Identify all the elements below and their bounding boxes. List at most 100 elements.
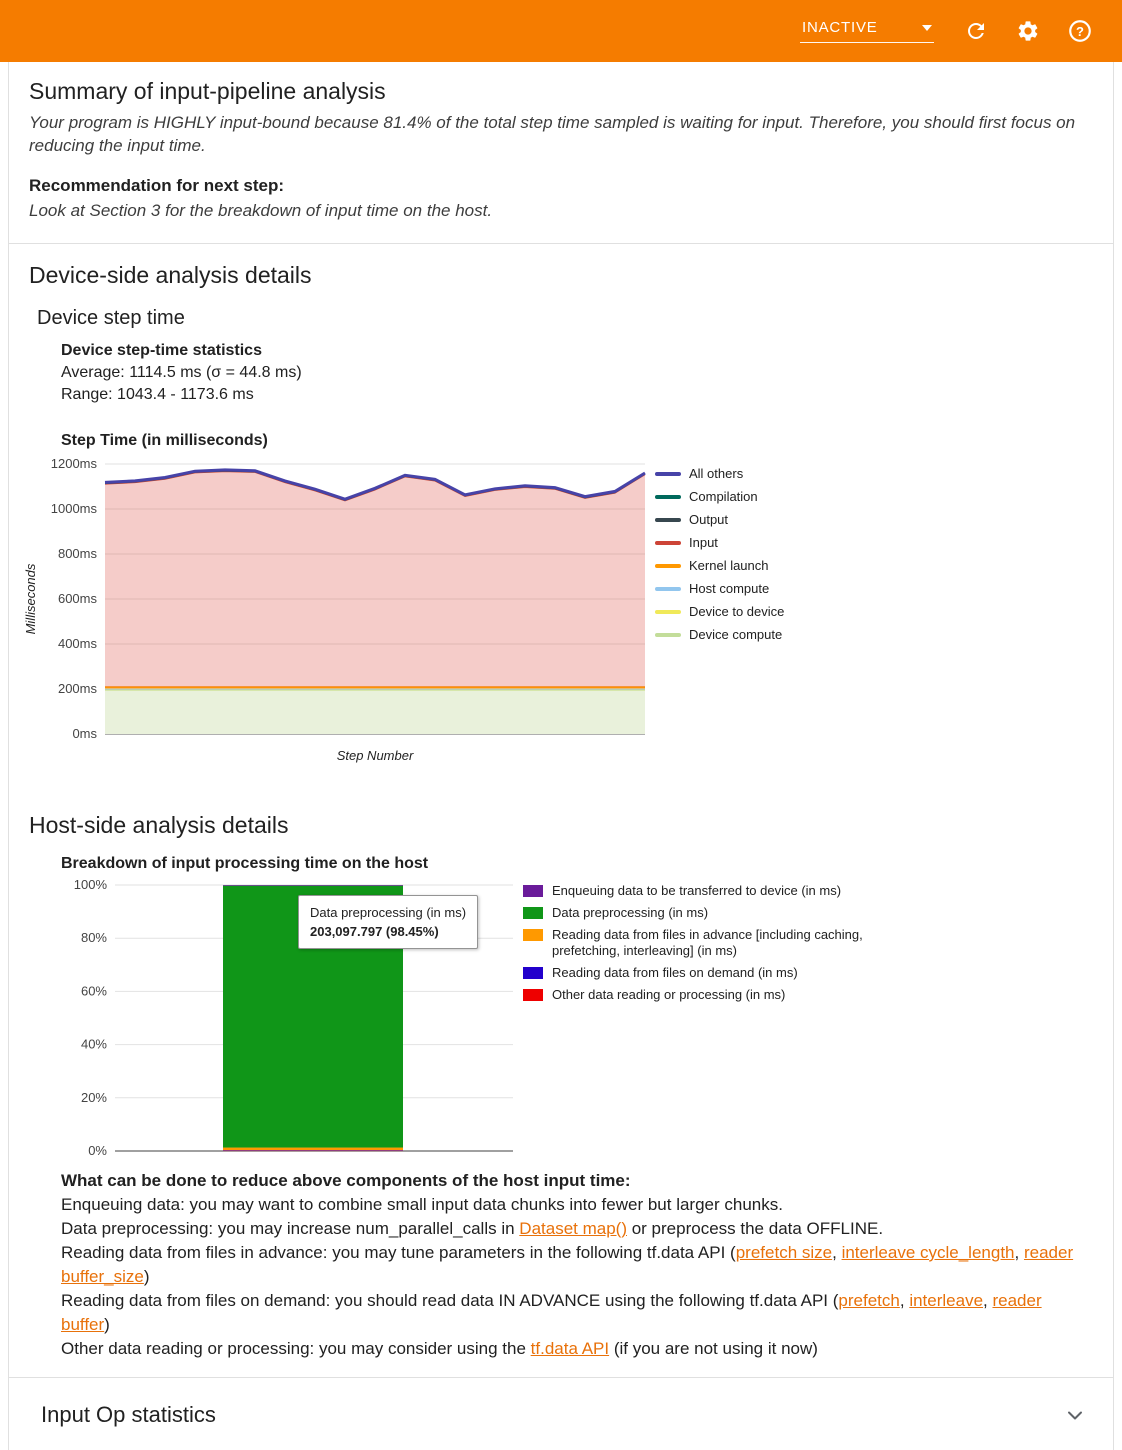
legend-item: All others — [655, 466, 845, 482]
content-card: Summary of input-pipeline analysis Your … — [8, 62, 1114, 1450]
device-chart-legend: All others Compilation Output Input Kernel l… — [655, 452, 845, 650]
stats-range: Range: 1043.4 - 1173.6 ms — [61, 386, 254, 403]
advice-lines: Enqueuing data: you may want to combine … — [61, 1193, 1091, 1361]
legend-label: Device compute — [689, 627, 783, 642]
legend-swatch — [523, 967, 543, 979]
legend-label: Data preprocessing (in ms) — [552, 905, 709, 920]
summary-conclusion: Your program is HIGHLY input-bound becau… — [29, 113, 1076, 155]
svg-text:Milliseconds: Milliseconds — [23, 563, 38, 634]
refresh-icon — [968, 23, 984, 39]
device-step-time-chart[interactable]: 0ms 200ms 400ms 600ms 800ms 1000ms 1200ms Step … — [23, 452, 655, 768]
svg-text:60%: 60% — [81, 983, 107, 998]
legend-item: Enqueuing data to be transferred to devi… — [523, 883, 883, 899]
host-chart-row: 0% 20% 40% 60% 80% 100% Enqueuing data to be … — [55, 875, 1093, 1161]
legend-swatch — [655, 495, 681, 499]
device-step-time-title: Device step time — [37, 307, 185, 329]
legend-item: Input — [655, 535, 845, 551]
legend-item: Reading data from files in advance [incl… — [523, 927, 883, 959]
legend-swatch — [655, 541, 681, 545]
svg-text:Step Number: Step Number — [337, 748, 414, 763]
gear-icon — [1018, 21, 1038, 41]
svg-text:?: ? — [1076, 24, 1084, 39]
legend-label: Input — [689, 535, 718, 550]
tooltip-series-name: Data preprocessing (in ms) — [310, 905, 467, 920]
legend-swatch — [655, 633, 681, 637]
doc-link[interactable]: reader buffer_size — [61, 1243, 1074, 1286]
tooltip-value: 203,097.797 (98.45%) — [310, 924, 439, 939]
device-chart-row: 0ms 200ms 400ms 600ms 800ms 1000ms 1200ms Step … — [23, 452, 1093, 768]
run-status-dropdown[interactable]: INACTIVE — [800, 19, 934, 43]
legend-item: Host compute — [655, 581, 845, 597]
chevron-down-icon[interactable] — [1067, 1410, 1083, 1421]
recommendation-label: Recommendation for next step: — [29, 176, 285, 195]
summary-section: Summary of input-pipeline analysis Your … — [9, 62, 1113, 244]
legend-item: Device to device — [655, 604, 845, 620]
doc-link[interactable]: prefetch — [838, 1291, 900, 1310]
legend-swatch — [655, 564, 681, 568]
legend-swatch — [655, 587, 681, 591]
legend-item: Compilation — [655, 489, 845, 505]
svg-text:1000ms: 1000ms — [51, 501, 98, 516]
legend-label: Enqueuing data to be transferred to devi… — [552, 883, 842, 898]
device-step-time-stats: Device step-time statistics Average: 111… — [61, 340, 1093, 406]
legend-label: Other data reading or processing (in ms) — [552, 987, 786, 1002]
host-section-title: Host-side analysis details — [29, 812, 289, 838]
advice-line: Data preprocessing: you may increase num… — [61, 1219, 884, 1238]
legend-swatch — [523, 907, 543, 919]
advice-line: Other data reading or processing: you ma… — [61, 1339, 818, 1358]
app-toolbar: INACTIVE ? — [0, 0, 1122, 62]
legend-item: Output — [655, 512, 845, 528]
doc-link[interactable]: Dataset map() — [519, 1219, 627, 1238]
svg-text:100%: 100% — [74, 877, 108, 892]
input-op-statistics-title: Input Op statistics — [41, 1402, 216, 1427]
advice-line: Enqueuing data: you may want to combine … — [61, 1195, 783, 1214]
advice-heading: What can be done to reduce above compone… — [61, 1171, 631, 1190]
host-chart-heading: Breakdown of input processing time on th… — [61, 855, 429, 872]
doc-link[interactable]: interleave cycle_length — [841, 1243, 1015, 1262]
host-chart-legend: Enqueuing data to be transferred to devi… — [523, 875, 883, 1009]
legend-item: Other data reading or processing (in ms) — [523, 987, 883, 1003]
help-icon: ? — [1069, 20, 1091, 42]
stats-average: Average: 1114.5 ms (σ = 44.8 ms) — [61, 364, 302, 381]
legend-swatch — [523, 989, 543, 1001]
recommendation-text: Look at Section 3 for the breakdown of i… — [29, 201, 493, 220]
advice-block: What can be done to reduce above compone… — [61, 1169, 1091, 1361]
svg-text:0ms: 0ms — [72, 726, 97, 741]
svg-text:20%: 20% — [81, 1090, 107, 1105]
doc-link[interactable]: reader buffer — [61, 1291, 1042, 1334]
run-status-value: INACTIVE — [802, 19, 878, 36]
svg-text:600ms: 600ms — [58, 591, 98, 606]
doc-link[interactable]: prefetch size — [735, 1243, 833, 1262]
legend-label: Output — [689, 512, 729, 527]
legend-label: All others — [689, 466, 744, 481]
stats-heading: Device step-time statistics — [61, 342, 262, 359]
legend-label: Reading data from files in advance [incl… — [552, 927, 863, 958]
legend-item: Device compute — [655, 627, 845, 643]
device-side-section: Device-side analysis details Device step… — [9, 244, 1113, 798]
doc-link[interactable]: interleave — [909, 1291, 984, 1310]
refresh-button[interactable] — [962, 17, 990, 45]
advice-line: Reading data from files on demand: you s… — [61, 1291, 1042, 1334]
legend-swatch — [655, 610, 681, 614]
help-button[interactable]: ? — [1066, 17, 1094, 45]
legend-label: Kernel launch — [689, 558, 769, 573]
settings-button[interactable] — [1014, 17, 1042, 45]
dropdown-arrow-icon — [922, 24, 932, 31]
legend-item: Kernel launch — [655, 558, 845, 574]
legend-item: Data preprocessing (in ms) — [523, 905, 883, 921]
svg-text:400ms: 400ms — [58, 636, 98, 651]
svg-text:800ms: 800ms — [58, 546, 98, 561]
summary-title: Summary of input-pipeline analysis — [29, 78, 386, 104]
svg-text:200ms: 200ms — [58, 681, 98, 696]
doc-link[interactable]: tf.data API — [530, 1339, 610, 1358]
legend-swatch — [523, 885, 543, 897]
legend-swatch — [655, 472, 681, 476]
host-side-section: Host-side analysis details Breakdown of … — [9, 798, 1113, 1377]
legend-swatch — [655, 518, 681, 522]
legend-label: Device to device — [689, 604, 785, 619]
input-op-statistics-header[interactable]: Input Op statistics — [9, 1378, 1113, 1450]
input-op-statistics-panel: Input Op statistics — [9, 1377, 1113, 1450]
svg-text:80%: 80% — [81, 930, 107, 945]
legend-label: Reading data from files on demand (in ms… — [552, 965, 798, 980]
legend-item: Reading data from files on demand (in ms… — [523, 965, 883, 981]
